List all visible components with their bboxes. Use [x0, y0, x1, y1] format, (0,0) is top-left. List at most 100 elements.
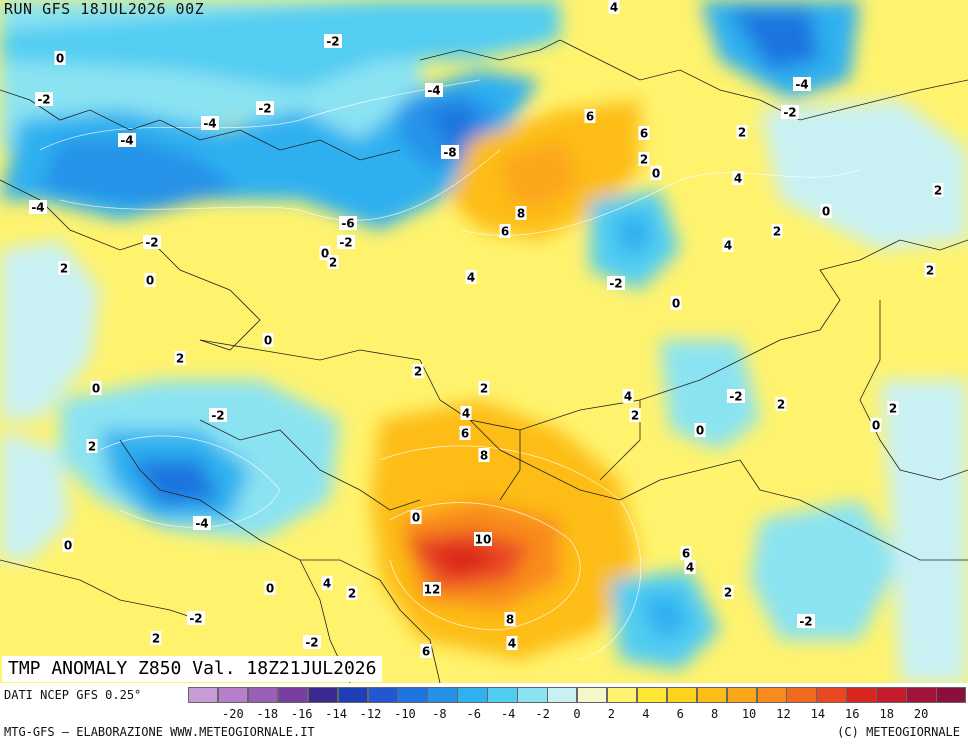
contour-label-bg: [144, 273, 156, 287]
contour-label-bg: [924, 263, 936, 277]
contour-label: 10: [475, 533, 492, 547]
legend-tick: 10: [741, 707, 757, 721]
contour-label-bg: [680, 546, 692, 560]
temperature-anomaly-map: -2-4-6-8-2-4-4-20-4-220-6-2024662086-240…: [0, 0, 968, 683]
anomaly-field: [0, 0, 968, 683]
contour-label: -2: [339, 236, 352, 250]
contour-label: -4: [195, 517, 208, 531]
contour-label-bg: [460, 406, 472, 420]
legend-tick: 16: [845, 707, 860, 721]
contour-label-bg: [684, 560, 696, 574]
legend-swatch: [188, 687, 219, 703]
map-title: TMP ANOMALY Z850 Val. 18Z21JUL2026: [2, 656, 383, 682]
legend-swatch: [846, 687, 877, 703]
legend-tick: -8: [432, 707, 447, 721]
contour-label: 2: [88, 440, 96, 454]
contour-label-bg: [201, 116, 219, 130]
contour-label-bg: [321, 576, 333, 590]
contour-label: -4: [203, 117, 216, 131]
contour-label-bg: [670, 296, 682, 310]
contour-label-bg: [732, 171, 744, 185]
contour-label: 0: [146, 274, 154, 288]
contour-label: 6: [640, 127, 648, 141]
contour-label-bg: [346, 586, 358, 600]
contour-label: -6: [341, 217, 354, 231]
contour-label: 4: [734, 172, 742, 186]
legend-swatch: [756, 687, 787, 703]
contour-label: 0: [696, 424, 704, 438]
legend-tick: 20: [913, 707, 929, 721]
contour-label: 2: [934, 184, 942, 198]
legend-swatch: [786, 687, 817, 703]
contour-label-bg: [420, 644, 432, 658]
contour-label: 2: [152, 632, 160, 646]
legend-tick: 4: [642, 707, 650, 721]
contour-label-bg: [622, 389, 634, 403]
contour-label-bg: [35, 92, 53, 106]
contour-label: 2: [889, 402, 897, 416]
contour-label-bg: [694, 423, 706, 437]
contour-label-bg: [324, 34, 342, 48]
contour-label: -2: [37, 93, 50, 107]
contour-label-bg: [870, 418, 882, 432]
legend-swatch: [517, 687, 548, 703]
legend-swatch: [696, 687, 728, 703]
legend-swatch: [666, 687, 698, 703]
legend-tick: -16: [290, 707, 313, 721]
contour-label-bg: [820, 204, 832, 218]
contour-label: 0: [672, 297, 680, 311]
contour-label: -2: [258, 102, 271, 116]
contour-label: 6: [682, 547, 690, 561]
credits-left: MTG-GFS — ELABORAZIONE WWW.METEOGIORNALE…: [4, 725, 315, 739]
contour-label-bg: [264, 581, 276, 595]
contour-label-bg: [187, 611, 205, 625]
contour-label: -2: [799, 615, 812, 629]
contour-label-bg: [629, 408, 641, 422]
contour-label-bg: [29, 200, 47, 214]
contour-label: 4: [610, 1, 618, 15]
contour-label-bg: [887, 401, 899, 415]
contour-label: -2: [305, 636, 318, 650]
legend-tick: -2: [535, 707, 550, 721]
contour-label: 0: [412, 511, 420, 525]
contour-label-bg: [736, 125, 748, 139]
contour-label-bg: [638, 152, 650, 166]
contour-label-bg: [337, 235, 355, 249]
contour-label-bg: [504, 612, 516, 626]
contour-label: -2: [189, 612, 202, 626]
contour-label: -4: [120, 134, 133, 148]
contour-label-bg: [441, 145, 459, 159]
legend-swatch: [487, 687, 518, 703]
contour-label: 6: [422, 645, 430, 659]
legend-swatch: [307, 687, 339, 703]
contour-label: 2: [631, 409, 639, 423]
contour-label-bg: [193, 516, 211, 530]
contour-label: 2: [926, 264, 934, 278]
forecast-map: -2-4-6-8-2-4-4-20-4-220-6-2024662086-240…: [0, 0, 968, 683]
legend-swatch: [247, 687, 279, 703]
contour-label: 2: [640, 153, 648, 167]
legend-swatch: [816, 687, 847, 703]
legend-tick: 12: [776, 707, 791, 721]
contour-label: -2: [783, 106, 796, 120]
contour-label-bg: [209, 408, 227, 422]
contour-label: 2: [777, 398, 785, 412]
legend-swatch: [457, 687, 488, 703]
contour-label-bg: [410, 510, 422, 524]
contour-label-bg: [143, 235, 161, 249]
legend-tick: 6: [676, 707, 684, 721]
contour-label: 0: [321, 247, 329, 261]
contour-label: -4: [795, 78, 808, 92]
contour-label: -2: [326, 35, 339, 49]
contour-label-bg: [932, 183, 944, 197]
contour-label-bg: [722, 585, 734, 599]
contour-label: 6: [501, 225, 509, 239]
contour-label-bg: [515, 206, 527, 220]
contour-label-bg: [118, 133, 136, 147]
contour-label: 2: [724, 586, 732, 600]
contour-label: 2: [176, 352, 184, 366]
contour-label: -8: [443, 146, 456, 160]
contour-label: 2: [738, 126, 746, 140]
legend-tick: -6: [466, 707, 481, 721]
contour-label: 4: [686, 561, 694, 575]
